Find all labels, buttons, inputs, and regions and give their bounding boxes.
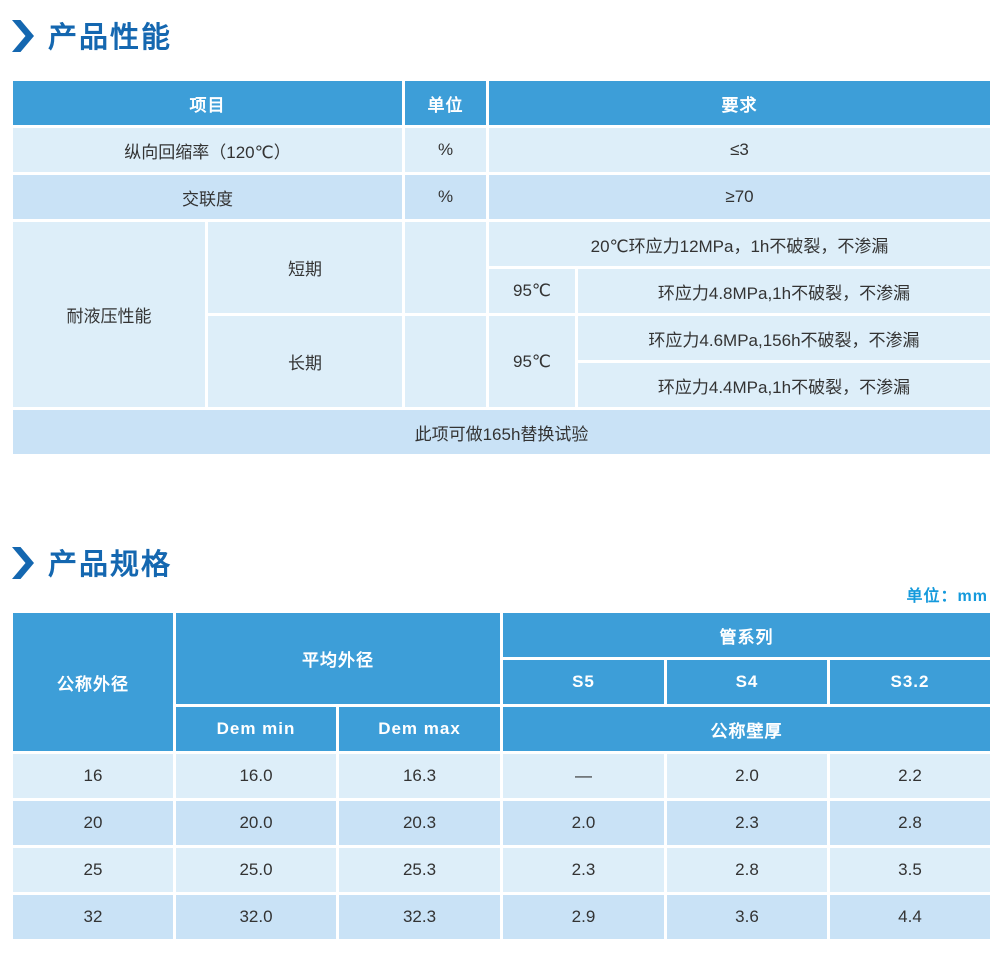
cell-hydro-long-req2: 环应力4.4MPa,1h不破裂，不渗漏 — [575, 360, 993, 410]
cell-hydro-label: 耐液压性能 — [10, 219, 208, 410]
cell-shrinkage-req: ≤3 — [486, 125, 993, 175]
cell-hydro-long-temp: 95℃ — [486, 313, 578, 410]
cell-s4: 2.3 — [664, 798, 830, 848]
col-header-pipe-series: 管系列 — [500, 610, 993, 660]
cell-hydro-short-req1: 20℃环应力12MPa，1h不破裂，不渗漏 — [486, 219, 993, 269]
col-header-s5: S5 — [500, 657, 667, 707]
cell-od: 32 — [10, 892, 176, 942]
col-header-nominal-wall: 公称壁厚 — [500, 704, 993, 754]
chevron-right-icon — [12, 20, 34, 57]
unit-note: 单位：mm — [906, 588, 988, 605]
chevron-right-icon — [12, 547, 34, 584]
col-header-s4: S4 — [664, 657, 830, 707]
spec-row: 32 32.0 32.3 2.9 3.6 4.4 — [10, 892, 993, 942]
cell-empty-unit-long — [402, 313, 489, 410]
spec-header-row-2: S5 S4 S3.2 — [12, 657, 993, 707]
table-row: 环应力4.4MPa,1h不破裂，不渗漏 — [12, 360, 993, 410]
spec-table: 公称外径 平均外径 管系列 S5 S4 S3.2 Dem min Dem max… — [10, 610, 993, 942]
col-header-nominal-od: 公称外径 — [10, 610, 176, 754]
cell-hydro-long-label: 长期 — [205, 313, 405, 410]
col-header-item: 项目 — [10, 78, 405, 128]
cell-crosslink-item: 交联度 — [10, 172, 405, 222]
cell-dem-max: 20.3 — [336, 798, 503, 848]
cell-s3-2: 2.2 — [827, 751, 993, 801]
cell-s3-2: 3.5 — [827, 845, 993, 895]
cell-note: 此项可做165h替换试验 — [10, 407, 993, 457]
table-row: 交联度 % ≥70 — [10, 172, 993, 222]
spec-row: 20 20.0 20.3 2.0 2.3 2.8 — [10, 798, 993, 848]
cell-s3-2: 4.4 — [827, 892, 993, 942]
cell-shrinkage-item: 纵向回缩率（120℃） — [10, 125, 405, 175]
cell-od: 20 — [10, 798, 176, 848]
cell-s3-2: 2.8 — [827, 798, 993, 848]
cell-s4: 2.0 — [664, 751, 830, 801]
section-title-spec: 产品规格 — [48, 549, 173, 581]
col-header-s3-2: S3.2 — [827, 657, 993, 707]
cell-empty-unit-short — [402, 219, 489, 316]
spec-header-row-1: 公称外径 平均外径 管系列 — [10, 610, 993, 754]
performance-header-row: 项目 单位 要求 — [10, 78, 993, 128]
table-row: 长期 95℃ 环应力4.6MPa,156h不破裂，不渗漏 — [12, 313, 993, 410]
cell-od: 25 — [10, 845, 176, 895]
cell-s5: 2.9 — [500, 892, 667, 942]
table-row: 纵向回缩率（120℃） % ≤3 — [10, 125, 993, 175]
spec-row: 25 25.0 25.3 2.3 2.8 3.5 — [10, 845, 993, 895]
cell-s4: 2.8 — [664, 845, 830, 895]
cell-hydro-short-label: 短期 — [205, 219, 405, 316]
cell-dem-min: 20.0 — [173, 798, 339, 848]
cell-dem-max: 16.3 — [336, 751, 503, 801]
cell-dem-max: 32.3 — [336, 892, 503, 942]
col-header-unit: 单位 — [402, 78, 489, 128]
col-header-dem-min: Dem min — [173, 704, 339, 754]
cell-dem-min: 25.0 — [173, 845, 339, 895]
section-title-performance: 产品性能 — [48, 22, 173, 54]
performance-table: 项目 单位 要求 纵向回缩率（120℃） % ≤3 交联度 % ≥70 耐液压性… — [10, 78, 993, 457]
table-row: 耐液压性能 短期 20℃环应力12MPa，1h不破裂，不渗漏 — [10, 219, 993, 410]
cell-od: 16 — [10, 751, 176, 801]
col-header-requirement: 要求 — [486, 78, 993, 128]
spec-header-row-3: Dem min Dem max 公称壁厚 — [12, 704, 993, 754]
cell-s4: 3.6 — [664, 892, 830, 942]
table-row: 95℃ 环应力4.8MPa,1h不破裂，不渗漏 — [12, 266, 993, 316]
cell-hydro-long-req1: 环应力4.6MPa,156h不破裂，不渗漏 — [575, 313, 993, 363]
cell-s5: — — [500, 751, 667, 801]
cell-hydro-short-temp: 95℃ — [486, 266, 578, 316]
cell-shrinkage-unit: % — [402, 125, 489, 175]
section-header-spec: 产品规格 — [12, 547, 172, 584]
cell-crosslink-req: ≥70 — [486, 172, 993, 222]
cell-dem-min: 16.0 — [173, 751, 339, 801]
table-row: 此项可做165h替换试验 — [10, 407, 993, 457]
cell-s5: 2.3 — [500, 845, 667, 895]
cell-dem-max: 25.3 — [336, 845, 503, 895]
cell-crosslink-unit: % — [402, 172, 489, 222]
cell-s5: 2.0 — [500, 798, 667, 848]
col-header-dem-max: Dem max — [336, 704, 503, 754]
section-header-performance: 产品性能 — [12, 20, 172, 57]
cell-dem-min: 32.0 — [173, 892, 339, 942]
col-header-mean-od: 平均外径 — [173, 610, 503, 707]
cell-hydro-short-req2: 环应力4.8MPa,1h不破裂，不渗漏 — [575, 266, 993, 316]
spec-row: 16 16.0 16.3 — 2.0 2.2 — [10, 751, 993, 801]
